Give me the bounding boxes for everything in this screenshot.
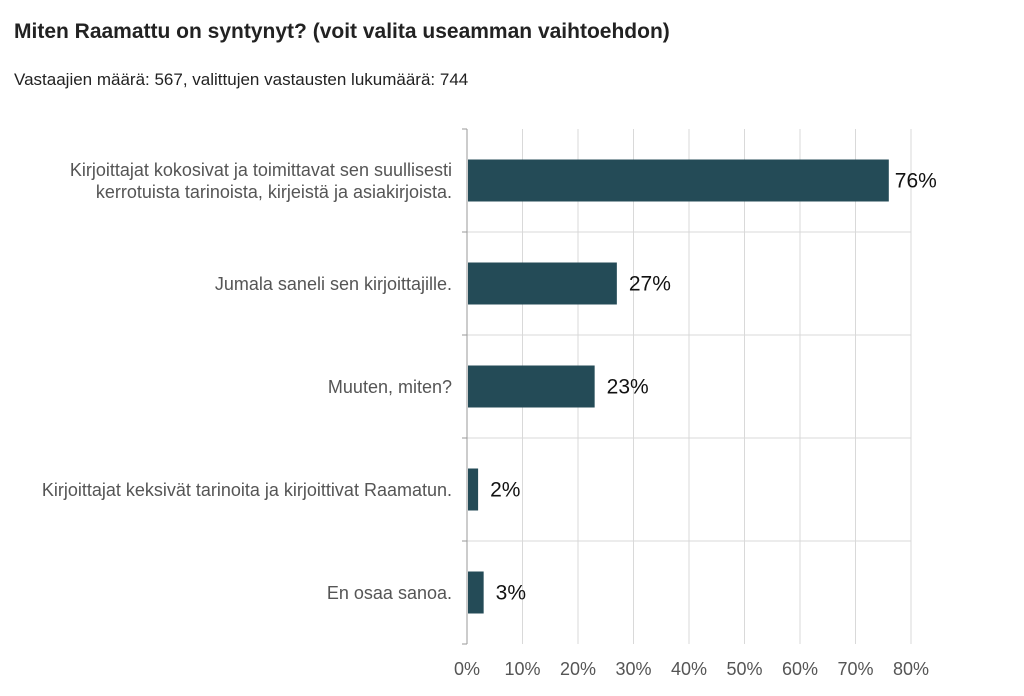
x-tick-label: 20% [560,659,596,679]
bar [468,468,479,511]
bar-value-label: 27% [629,273,671,296]
x-tick-label: 60% [782,659,818,679]
bar-value-label: 76% [895,170,937,193]
x-tick-label: 40% [671,659,707,679]
bar [468,365,595,408]
bar [468,262,617,305]
category-label: Kirjoittajat keksivät tarinoita ja kirjo… [41,479,452,500]
x-tick-label: 80% [893,659,929,679]
bar-value-label: 2% [490,479,520,502]
bar-value-label: 23% [607,376,649,399]
x-tick-label: 70% [837,659,873,679]
bar-value-label: 3% [496,582,526,605]
chart-subtitle: Vastaajien määrä: 567, valittujen vastau… [14,70,469,89]
category-label: Kirjoittajat kokosivat ja toimittavat se… [69,159,452,202]
bar [468,159,889,202]
category-label: Muuten, miten? [327,376,452,397]
x-tick-label: 30% [615,659,651,679]
x-tick-label: 50% [726,659,762,679]
chart-title: Miten Raamattu on syntynyt? (voit valita… [14,20,670,43]
x-tick-label: 10% [504,659,540,679]
category-label: En osaa sanoa. [326,582,452,603]
category-label: Jumala saneli sen kirjoittajille. [214,273,452,294]
bar [468,571,484,614]
x-tick-label: 0% [454,659,480,679]
